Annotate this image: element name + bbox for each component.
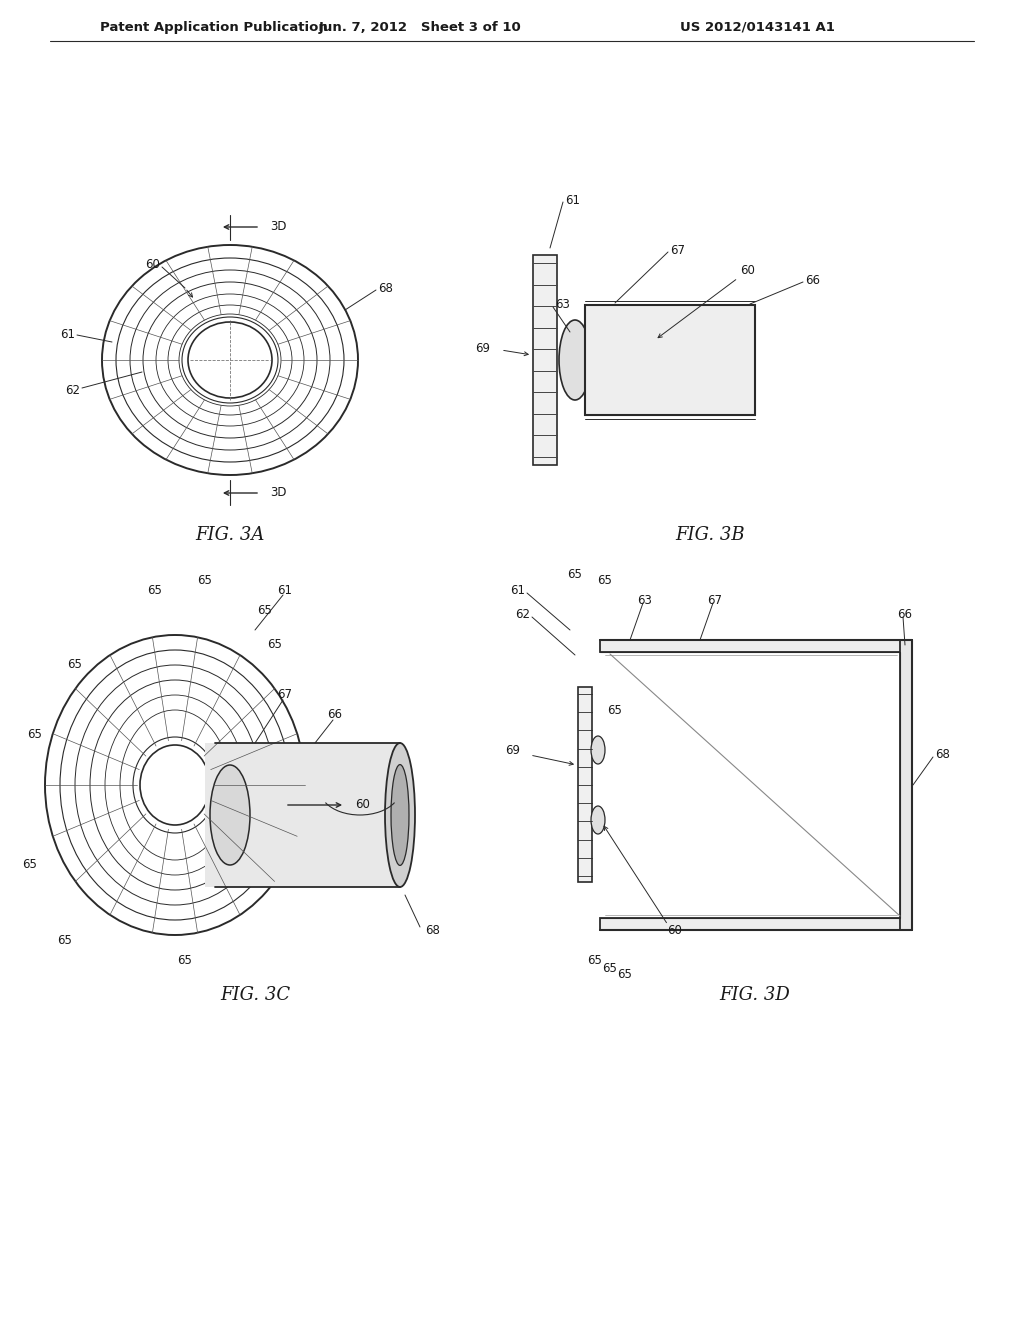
Ellipse shape — [559, 319, 591, 400]
Text: 66: 66 — [805, 273, 820, 286]
FancyBboxPatch shape — [900, 640, 912, 931]
Text: 62: 62 — [515, 609, 530, 622]
FancyBboxPatch shape — [600, 917, 912, 931]
Text: 66: 66 — [897, 609, 912, 622]
Text: Jun. 7, 2012   Sheet 3 of 10: Jun. 7, 2012 Sheet 3 of 10 — [318, 21, 521, 33]
FancyBboxPatch shape — [205, 743, 400, 887]
Text: 65: 65 — [598, 573, 612, 586]
Text: 60: 60 — [145, 259, 160, 272]
Text: 62: 62 — [65, 384, 80, 396]
Text: 69: 69 — [505, 743, 520, 756]
Text: 66: 66 — [328, 709, 342, 722]
Text: 61: 61 — [510, 583, 525, 597]
FancyBboxPatch shape — [585, 305, 755, 414]
Text: 67: 67 — [278, 689, 293, 701]
Text: 65: 65 — [258, 603, 272, 616]
Text: 61: 61 — [278, 583, 293, 597]
Text: 3D: 3D — [270, 220, 287, 234]
Text: 69: 69 — [475, 342, 490, 355]
Text: 60: 60 — [668, 924, 682, 936]
Text: 65: 65 — [567, 569, 583, 582]
Text: 65: 65 — [28, 729, 42, 742]
Text: 61: 61 — [60, 329, 75, 342]
Text: 68: 68 — [425, 924, 440, 936]
Text: 65: 65 — [68, 659, 83, 672]
Text: Patent Application Publication: Patent Application Publication — [100, 21, 328, 33]
Text: FIG. 3D: FIG. 3D — [720, 986, 791, 1005]
Text: 65: 65 — [57, 933, 73, 946]
Text: 65: 65 — [602, 961, 617, 974]
Ellipse shape — [391, 764, 409, 866]
Ellipse shape — [210, 766, 250, 865]
Text: 65: 65 — [607, 704, 623, 717]
FancyBboxPatch shape — [534, 255, 557, 465]
Text: 3D: 3D — [270, 487, 287, 499]
Text: 63: 63 — [638, 594, 652, 606]
Text: 65: 65 — [177, 953, 193, 966]
Ellipse shape — [385, 743, 415, 887]
Text: 65: 65 — [147, 583, 163, 597]
Text: US 2012/0143141 A1: US 2012/0143141 A1 — [680, 21, 835, 33]
Text: 65: 65 — [198, 573, 212, 586]
Text: 65: 65 — [588, 953, 602, 966]
Text: 60: 60 — [740, 264, 755, 276]
Text: FIG. 3B: FIG. 3B — [675, 525, 744, 544]
Text: 65: 65 — [267, 639, 283, 652]
Text: 61: 61 — [565, 194, 580, 206]
Text: 67: 67 — [670, 243, 685, 256]
Text: 60: 60 — [355, 799, 370, 812]
Text: FIG. 3A: FIG. 3A — [196, 525, 264, 544]
FancyBboxPatch shape — [600, 640, 912, 652]
Text: 68: 68 — [378, 281, 393, 294]
Ellipse shape — [591, 737, 605, 764]
Text: 65: 65 — [617, 969, 633, 982]
FancyBboxPatch shape — [578, 686, 592, 882]
Text: 63: 63 — [555, 298, 570, 312]
Text: 68: 68 — [935, 748, 950, 762]
Text: 65: 65 — [23, 858, 38, 871]
Ellipse shape — [591, 807, 605, 834]
Text: FIG. 3C: FIG. 3C — [220, 986, 290, 1005]
Ellipse shape — [188, 322, 272, 399]
Ellipse shape — [140, 744, 210, 825]
Text: 67: 67 — [708, 594, 723, 606]
